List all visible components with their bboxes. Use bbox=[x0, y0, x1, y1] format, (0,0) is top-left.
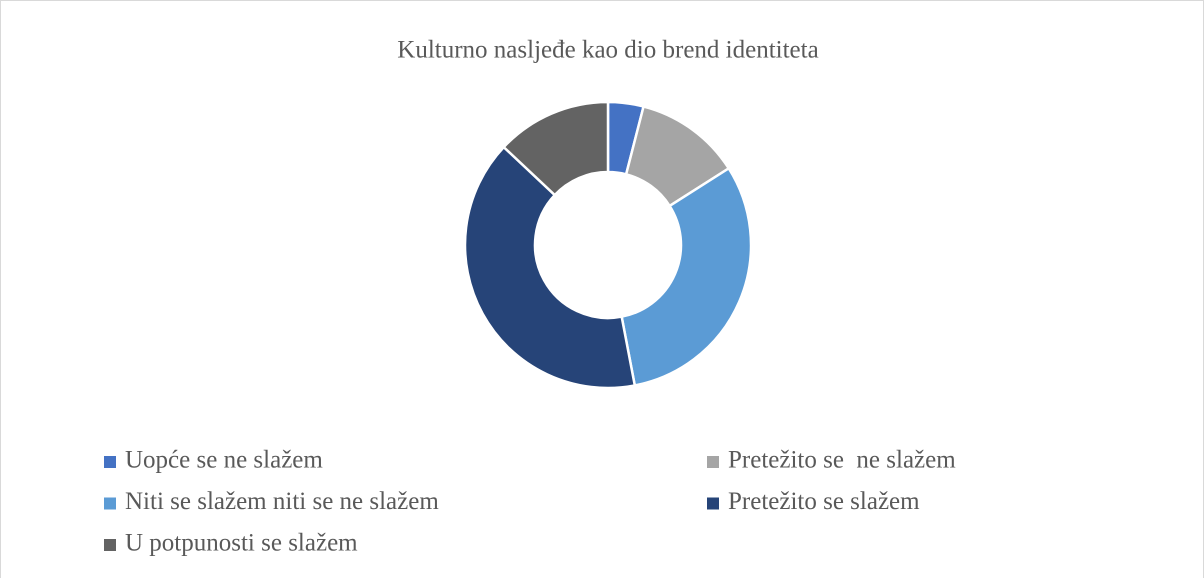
legend-label: Uopće se ne slažem bbox=[125, 447, 323, 474]
legend-label: U potpunosti se slažem bbox=[125, 530, 358, 557]
legend-swatch bbox=[707, 456, 719, 468]
donut-segment bbox=[463, 145, 637, 390]
donut-segment bbox=[620, 166, 753, 387]
donut-segment bbox=[501, 100, 610, 197]
legend-swatch bbox=[104, 456, 116, 468]
legend-swatch bbox=[104, 539, 116, 551]
chart-title: Kulturno nasljeđe kao dio brend identite… bbox=[397, 37, 818, 64]
legend-label: Pretežito se slažem bbox=[728, 488, 920, 515]
legend-label: Niti se slažem niti se ne slažem bbox=[125, 488, 439, 515]
legend-label: Pretežito se ne slažem bbox=[728, 447, 956, 474]
legend-swatch bbox=[707, 497, 719, 510]
legend-swatch bbox=[104, 497, 116, 510]
